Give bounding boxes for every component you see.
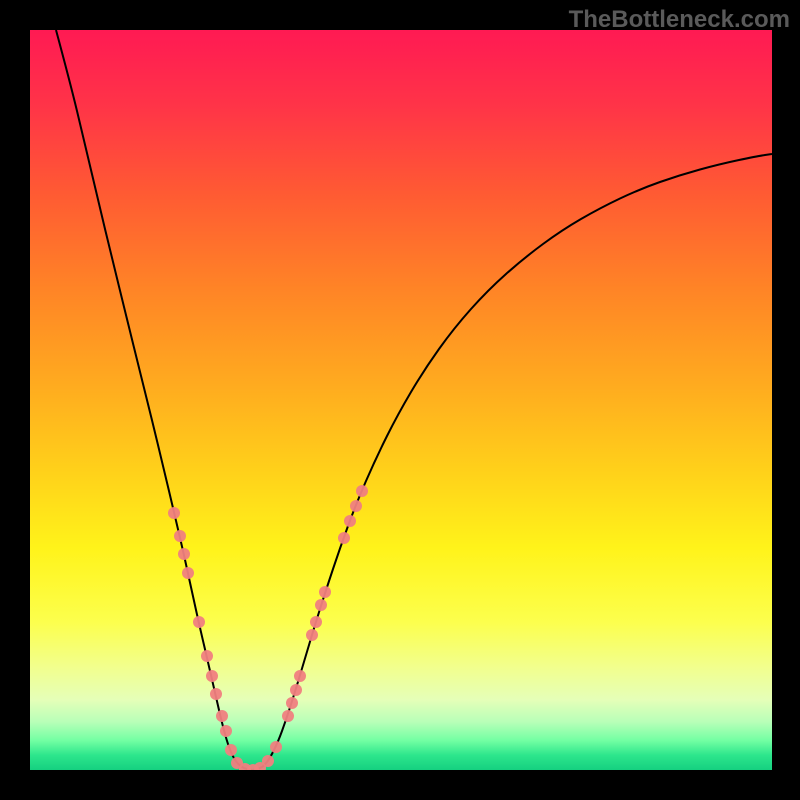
data-marker	[210, 688, 222, 700]
data-marker	[262, 755, 274, 767]
bottleneck-chart	[0, 0, 800, 800]
data-marker	[338, 532, 350, 544]
data-marker	[350, 500, 362, 512]
chart-background-gradient	[30, 30, 772, 770]
data-marker	[270, 741, 282, 753]
frame-left	[0, 0, 30, 800]
data-marker	[193, 616, 205, 628]
data-marker	[225, 744, 237, 756]
data-marker	[182, 567, 194, 579]
frame-right	[772, 0, 800, 800]
data-marker	[220, 725, 232, 737]
data-marker	[216, 710, 228, 722]
watermark-text: TheBottleneck.com	[569, 6, 790, 34]
data-marker	[178, 548, 190, 560]
data-marker	[168, 507, 180, 519]
data-marker	[282, 710, 294, 722]
data-marker	[174, 530, 186, 542]
data-marker	[310, 616, 322, 628]
data-marker	[290, 684, 302, 696]
frame-bottom	[0, 770, 800, 800]
data-marker	[294, 670, 306, 682]
data-marker	[286, 697, 298, 709]
data-marker	[206, 670, 218, 682]
data-marker	[315, 599, 327, 611]
data-marker	[306, 629, 318, 641]
data-marker	[201, 650, 213, 662]
data-marker	[319, 586, 331, 598]
data-marker	[344, 515, 356, 527]
data-marker	[356, 485, 368, 497]
